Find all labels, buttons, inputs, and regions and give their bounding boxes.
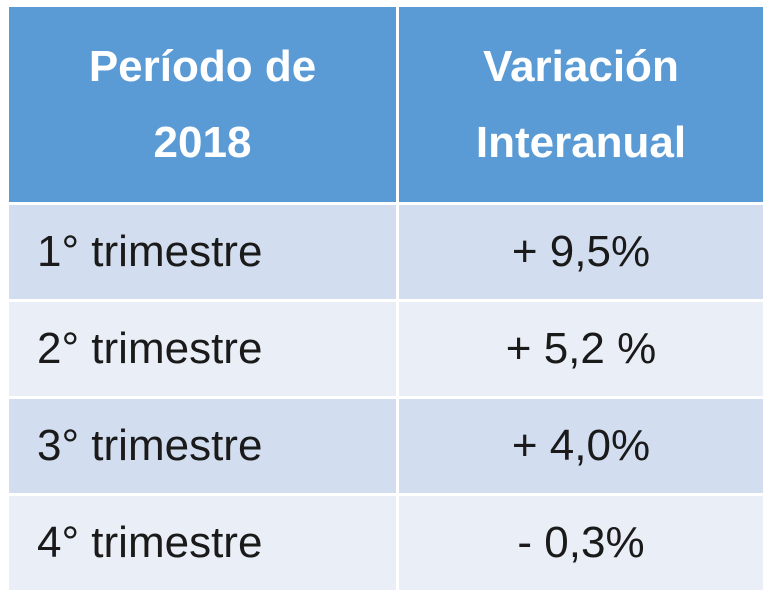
header-variation: Variación Interanual xyxy=(396,4,766,205)
quarterly-variation-table: Período de 2018 Variación Interanual 1° … xyxy=(6,4,766,593)
table-header: Período de 2018 Variación Interanual xyxy=(6,4,766,205)
header-variation-line1: Variación xyxy=(483,41,679,91)
table-body: 1° trimestre + 9,5% 2° trimestre + 5,2 %… xyxy=(6,202,766,593)
variation-cell: + 9,5% xyxy=(396,202,766,302)
header-row: Período de 2018 Variación Interanual xyxy=(6,4,766,205)
period-cell: 3° trimestre xyxy=(6,396,399,496)
header-period-line2: 2018 xyxy=(153,117,252,167)
header-variation-line2: Interanual xyxy=(475,117,687,167)
variation-cell: - 0,3% xyxy=(396,493,766,593)
period-cell: 2° trimestre xyxy=(6,299,399,399)
variation-cell: + 4,0% xyxy=(396,396,766,496)
variation-cell: + 5,2 % xyxy=(396,299,766,399)
period-cell: 1° trimestre xyxy=(6,202,399,302)
table-row: 2° trimestre + 5,2 % xyxy=(6,299,766,399)
period-cell: 4° trimestre xyxy=(6,493,399,593)
table-row: 3° trimestre + 4,0% xyxy=(6,396,766,496)
table-row: 4° trimestre - 0,3% xyxy=(6,493,766,593)
header-period-line1: Período de xyxy=(88,41,317,91)
quarterly-variation-table-container: Período de 2018 Variación Interanual 1° … xyxy=(6,4,766,593)
table-row: 1° trimestre + 9,5% xyxy=(6,202,766,302)
header-period: Período de 2018 xyxy=(6,4,399,205)
